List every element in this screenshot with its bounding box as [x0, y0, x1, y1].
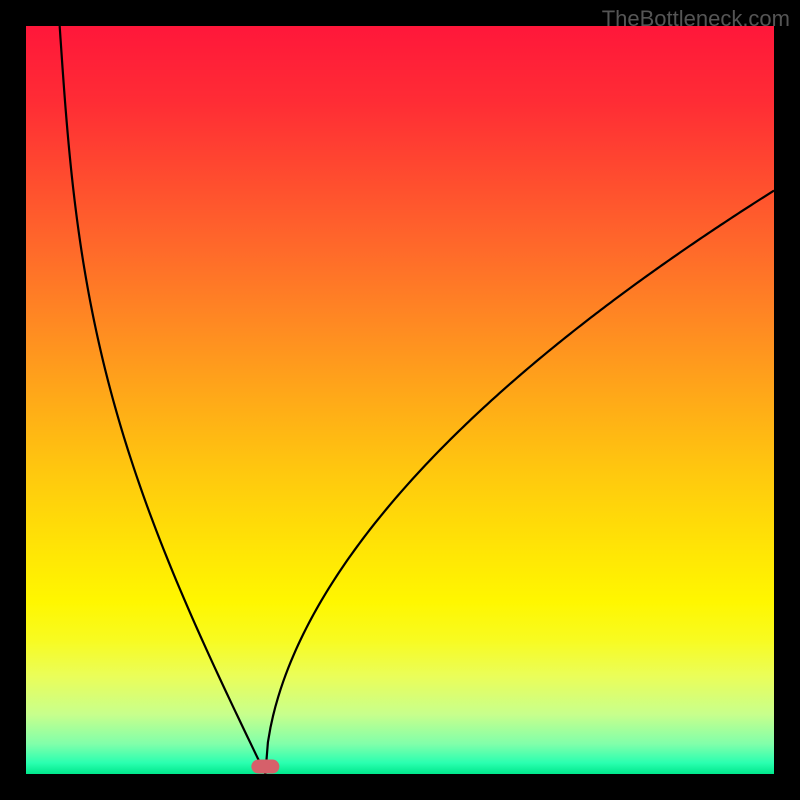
optimum-marker [251, 760, 279, 774]
chart-background [26, 26, 774, 774]
bottleneck-chart [0, 0, 800, 800]
chart-container: TheBottleneck.com [0, 0, 800, 800]
watermark-text: TheBottleneck.com [602, 6, 790, 32]
